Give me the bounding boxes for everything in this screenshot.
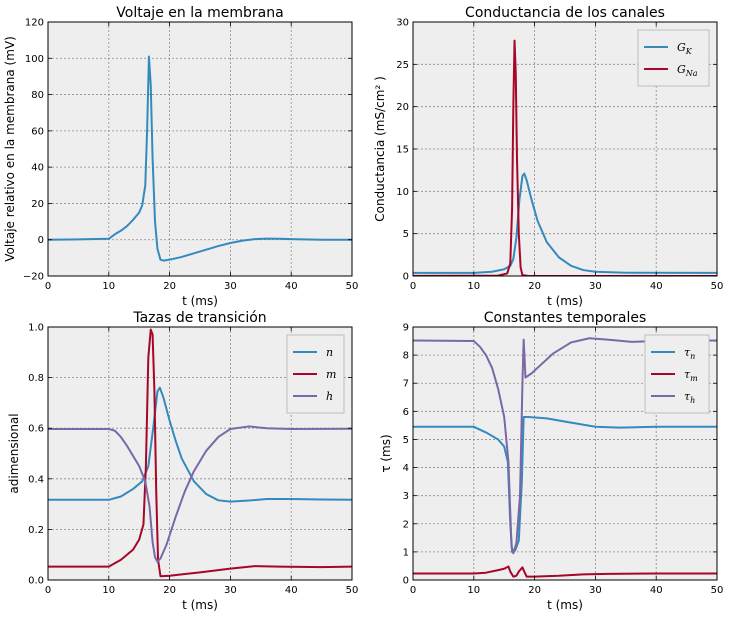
x-tick-label: 30 — [589, 585, 602, 596]
plot-area — [48, 22, 352, 276]
x-tick-label: 40 — [285, 585, 298, 596]
y-tick-label: 2 — [403, 519, 409, 530]
legend: nmh — [286, 334, 345, 414]
y-tick-label: 0.6 — [28, 424, 44, 435]
x-tick-label: 20 — [163, 585, 176, 596]
y-tick-label: 40 — [31, 163, 44, 174]
y-axis-label: adimensional — [7, 413, 21, 493]
y-tick-label: 20 — [396, 102, 409, 113]
y-axis-label: τ (ms) — [379, 434, 393, 472]
y-tick-label: 120 — [25, 18, 44, 29]
plot-frame — [47, 21, 353, 277]
x-tick-label: 40 — [285, 281, 298, 292]
series-line-1 — [48, 386, 352, 503]
x-axis-label: t (ms) — [547, 598, 583, 612]
x-tick-label: 10 — [467, 585, 480, 596]
y-tick-label: 100 — [25, 54, 44, 65]
series-line-1 — [413, 415, 717, 553]
chart-title: Conductancia de los canales — [465, 5, 665, 21]
y-axis-label: Conductancia (mS/cm² ) — [373, 76, 387, 222]
x-tick-label: 50 — [711, 281, 724, 292]
series-line-3 — [413, 337, 717, 555]
series-line-2 — [48, 328, 352, 578]
y-axis-label: Voltaje relativo en la membrana (mV) — [3, 36, 17, 262]
x-tick-label: 40 — [650, 281, 663, 292]
x-tick-label: 50 — [711, 585, 724, 596]
x-tick-label: 30 — [589, 281, 602, 292]
y-tick-label: 0.2 — [28, 525, 44, 536]
y-tick-label: 25 — [396, 60, 409, 71]
y-tick-label: 0.0 — [28, 576, 44, 587]
y-tick-label: 0.4 — [28, 474, 44, 485]
legend-subscript: Na — [685, 69, 698, 78]
y-tick-label: 0 — [403, 272, 409, 283]
y-tick-label: 4 — [403, 463, 409, 474]
plot-frame — [47, 326, 353, 581]
series-line-1 — [48, 55, 352, 262]
legend-subscript: n — [690, 352, 695, 361]
y-tick-label: 80 — [31, 90, 44, 101]
chart-title: Voltaje en la membrana — [116, 5, 283, 21]
subplot-2: 0 10 20 30 40 50 0 5 10 15 20 25 30 Conductancia de l… — [373, 5, 723, 308]
y-tick-label: 8 — [403, 351, 409, 362]
x-tick-label: 30 — [224, 585, 237, 596]
legend-label: n — [326, 346, 333, 359]
series-line-1 — [413, 172, 717, 274]
x-tick-label: 10 — [102, 281, 115, 292]
x-tick-label: 40 — [650, 585, 663, 596]
x-tick-label: 30 — [224, 281, 237, 292]
legend-label: τn — [684, 346, 695, 361]
x-axis-label: t (ms) — [182, 294, 218, 308]
legend-label: m — [326, 368, 336, 381]
chart-title: Constantes temporales — [484, 310, 647, 326]
plot-frame — [412, 326, 718, 581]
x-tick-label: 20 — [528, 585, 541, 596]
y-tick-label: 1.0 — [28, 323, 44, 334]
chart-title: Tazas de transición — [132, 310, 266, 326]
y-tick-label: 5 — [403, 435, 409, 446]
x-tick-label: 10 — [467, 281, 480, 292]
y-tick-label: 30 — [396, 18, 409, 29]
series-line-3 — [48, 425, 352, 563]
legend-label: h — [326, 390, 333, 403]
legend-box — [637, 29, 710, 87]
subplot-3: 0 10 20 30 40 50 0.0 0.2 0.4 0.6 0.8 1.0 Tazas de tr… — [7, 310, 358, 612]
y-tick-label: 3 — [403, 491, 409, 502]
x-tick-label: 10 — [102, 585, 115, 596]
y-tick-label: 9 — [403, 323, 409, 334]
x-axis-label: t (ms) — [182, 598, 218, 612]
y-tick-label: 6 — [403, 407, 409, 418]
x-tick-label: 20 — [528, 281, 541, 292]
x-tick-label: 0 — [45, 585, 51, 596]
y-tick-label: 1 — [403, 547, 409, 558]
y-tick-label: 5 — [403, 229, 409, 240]
y-tick-label: −20 — [23, 272, 44, 283]
y-tick-label: 10 — [396, 187, 409, 198]
legend-subscript: K — [685, 47, 693, 56]
series-line-2 — [413, 565, 717, 578]
y-tick-label: 60 — [31, 126, 44, 137]
x-tick-label: 50 — [346, 585, 359, 596]
legend-subscript: m — [690, 374, 698, 383]
x-tick-label: 20 — [163, 281, 176, 292]
x-tick-label: 0 — [410, 281, 416, 292]
x-axis-label: t (ms) — [547, 294, 583, 308]
y-tick-label: 7 — [403, 379, 409, 390]
legend-subscript: h — [690, 396, 695, 405]
y-tick-label: 0 — [38, 235, 44, 246]
series-line-2 — [413, 39, 717, 276]
legend-label: τh — [684, 390, 695, 405]
x-tick-label: 0 — [410, 585, 416, 596]
subplot-4: 0 10 20 30 40 50 0 1 2 3 4 5 6 7 8 9 Constantes temporal… — [379, 310, 723, 612]
y-tick-label: 0.8 — [28, 373, 44, 384]
x-tick-label: 50 — [346, 281, 359, 292]
y-tick-label: 0 — [403, 576, 409, 587]
x-tick-label: 0 — [45, 281, 51, 292]
y-tick-label: 20 — [31, 199, 44, 210]
y-tick-label: 15 — [396, 145, 409, 156]
